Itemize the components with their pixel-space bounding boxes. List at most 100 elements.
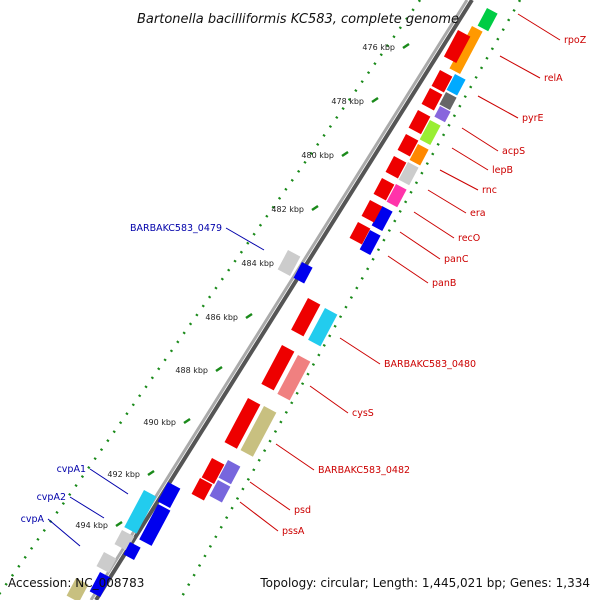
- label-leader-line: [387, 255, 429, 284]
- gene-block-red-9: [349, 222, 371, 245]
- scale-label: 492 kbp: [107, 470, 140, 479]
- label-leader-line: [517, 13, 561, 41]
- gene-block-recO: [398, 162, 419, 186]
- gene-block-0480-red: [291, 298, 321, 337]
- scale-layer: 476 kbp 478 kbp 480 kbp 482 kbp 484 kbp 486 k…: [75, 42, 410, 530]
- gene-label: rnc: [482, 185, 497, 196]
- inner-tick-ring: [178, 0, 522, 600]
- gene-block-red-6: [385, 156, 407, 179]
- gene-block-era: [409, 144, 429, 166]
- gene-block-panB: [371, 206, 393, 232]
- gene-block-0482-olive: [240, 406, 277, 457]
- genome-summary-text: Topology: circular; Length: 1,445,021 bp…: [259, 576, 590, 590]
- gene-label: cvpA1: [57, 464, 86, 475]
- gene-block-cvpA-blue: [123, 542, 141, 560]
- scale-tick: [183, 417, 191, 425]
- outer-tick-ring: [0, 0, 422, 596]
- scale-label: 484 kbp: [241, 259, 274, 268]
- gene-block-panB-2: [359, 230, 381, 256]
- label-leader-line: [225, 227, 265, 251]
- gene-block-acpS: [439, 92, 457, 110]
- gene-label: acpS: [502, 146, 525, 157]
- gene-label: relA: [544, 73, 563, 84]
- gene-block-0479-blue: [293, 262, 313, 284]
- scale-label: 494 kbp: [75, 521, 108, 530]
- gene-block-red-2: [431, 70, 453, 93]
- gene-label: BARBAKC583_0479: [130, 223, 222, 234]
- label-leader-line: [413, 211, 455, 239]
- gene-block-red-3: [421, 88, 443, 111]
- label-leader-line: [69, 496, 105, 519]
- gene-label: cvpA: [21, 514, 45, 525]
- gene-label: cvpA2: [37, 492, 66, 503]
- gene-block-red-4: [408, 110, 431, 135]
- label-leader-line: [339, 337, 381, 365]
- leader-layer: [47, 13, 561, 547]
- gene-label: era: [470, 208, 486, 219]
- scale-tick: [341, 150, 349, 158]
- scale-tick: [371, 96, 379, 104]
- gene-label: BARBAKC583_0480: [384, 359, 476, 370]
- gene-block-bottom-olive: [66, 578, 89, 600]
- label-leader-line: [451, 147, 489, 171]
- label-layer: rpoZ relA pyrE acpS lepB rnc era recO panC panB BA…: [21, 35, 587, 537]
- label-leader-line: [427, 189, 467, 214]
- map-title: Bartonella bacilliformis KC583, complete…: [137, 12, 459, 27]
- gene-block-rpoZ: [477, 8, 498, 32]
- gene-block-cvpA1-cyan: [124, 490, 157, 534]
- gene-label: recO: [458, 233, 480, 244]
- gene-block-bottom-blue: [89, 572, 111, 598]
- label-leader-line: [499, 55, 541, 79]
- scale-tick: [115, 520, 123, 528]
- gene-block-red-5: [397, 134, 419, 157]
- scale-label: 480 kbp: [301, 151, 334, 160]
- gene-block-0482-red: [224, 398, 261, 449]
- gene-block-cvpA2-blue: [139, 504, 171, 546]
- gene-label: pyrE: [522, 113, 544, 124]
- genome-backbone-shadow: [94, 0, 474, 600]
- scale-label: 490 kbp: [143, 418, 176, 427]
- label-leader-line: [399, 231, 441, 260]
- gene-block-psd-purple: [218, 460, 241, 485]
- feature-layer: [66, 8, 498, 600]
- gene-label: panB: [432, 278, 456, 289]
- gene-block-psd-red: [201, 458, 225, 484]
- gene-block-pyrE: [446, 74, 466, 96]
- gene-block-0480-cyan: [308, 308, 338, 347]
- scale-tick: [311, 204, 319, 212]
- gene-block-cysS-pink: [277, 355, 311, 401]
- gene-block-red-7: [373, 178, 395, 201]
- scale-label: 488 kbp: [175, 366, 208, 375]
- gene-label: cysS: [352, 408, 374, 419]
- gene-label: psd: [294, 505, 311, 516]
- gene-block-red-8: [361, 200, 383, 223]
- scale-label: 478 kbp: [331, 97, 364, 106]
- gene-block-panC: [386, 184, 407, 208]
- label-leader-line: [89, 468, 129, 495]
- gene-block-cvpA1-blue: [157, 482, 181, 508]
- scale-tick: [147, 469, 155, 477]
- label-leader-line: [477, 95, 519, 119]
- scale-label: 476 kbp: [362, 43, 395, 52]
- scale-tick: [215, 365, 223, 373]
- gene-block-lepB: [434, 106, 451, 123]
- gene-block-cvpA-grey: [96, 552, 117, 573]
- gene-label: panC: [444, 254, 469, 265]
- label-leader-line: [249, 481, 291, 511]
- scale-tick: [402, 42, 410, 50]
- gene-label: pssA: [282, 526, 305, 537]
- label-leader-line: [275, 443, 315, 471]
- gene-block-pssA-red: [191, 478, 213, 501]
- scale-label: 486 kbp: [205, 313, 238, 322]
- gene-block-cysS-red: [261, 345, 295, 391]
- gene-block-0479-grey: [277, 250, 301, 276]
- label-leader-line: [239, 501, 279, 532]
- scale-tick: [245, 312, 253, 320]
- label-leader-line: [439, 169, 479, 191]
- gene-block-rnc: [419, 120, 441, 146]
- gene-block-pssA-purple: [209, 480, 231, 503]
- accession-text: Accession: NC_008783: [8, 576, 144, 590]
- gene-block-relA: [449, 25, 483, 75]
- gene-label: rpoZ: [564, 35, 587, 46]
